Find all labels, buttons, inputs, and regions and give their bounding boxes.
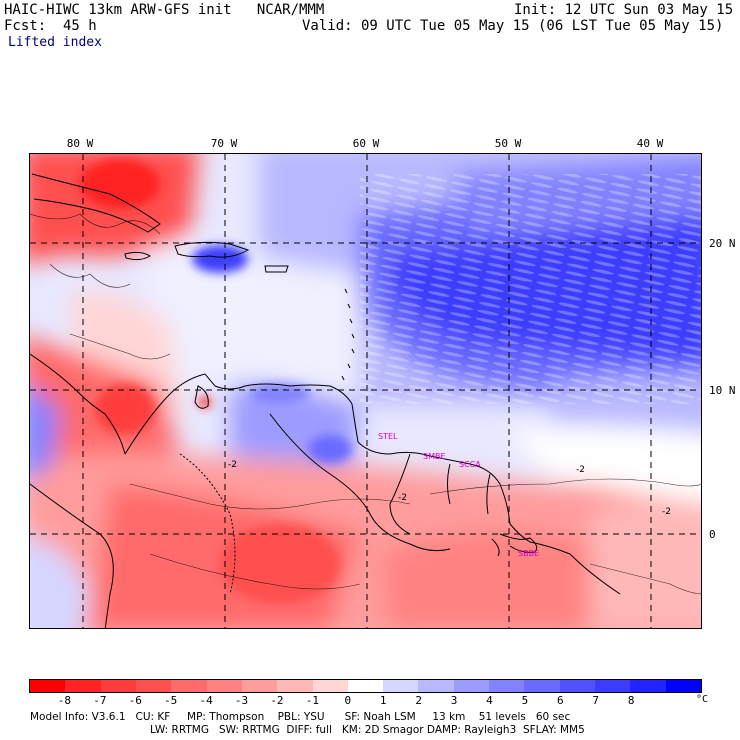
- colorbar-swatch: [524, 680, 560, 692]
- contour-label: -2: [576, 465, 585, 475]
- colorbar-swatch: [418, 680, 454, 692]
- colorbar-swatch: [489, 680, 525, 692]
- colorbar-tick-label: -5: [164, 694, 178, 707]
- colorbar-swatch: [206, 680, 242, 692]
- colorbar-swatch: [277, 680, 313, 692]
- lat-label: 0: [709, 528, 716, 541]
- lon-label: 80 W: [66, 137, 94, 150]
- valid-time: Valid: 09 UTC Tue 05 May 15 (06 LST Tue …: [302, 18, 724, 34]
- colorbar-swatch: [100, 680, 136, 692]
- colorbar-swatch: [453, 680, 490, 692]
- colorbar-tick-label: -3: [234, 694, 249, 707]
- colorbar-tick-label: 1: [379, 694, 387, 707]
- colorbar-tick-label: 2: [415, 694, 422, 707]
- forecast-hour: Fcst: 45 h: [4, 18, 97, 34]
- colorbar-swatch: [30, 680, 66, 692]
- lon-label: 60 W: [352, 137, 380, 150]
- contour-label: -2: [662, 507, 671, 517]
- colorbar-swatch: [171, 680, 207, 692]
- station-label: STEL: [378, 432, 398, 441]
- station-label: SMBE: [423, 452, 446, 461]
- colorbar-tick-label: 7: [592, 694, 600, 707]
- colorbar-tick-label: 4: [486, 694, 493, 707]
- model-title: HAIC-HIWC 13km ARW-GFS init NCAR/MMM: [4, 2, 325, 18]
- colorbar-tick-label: 5: [521, 694, 529, 707]
- colorbar-tick-label: -2: [270, 694, 284, 707]
- station-label: SBBE: [518, 549, 540, 558]
- colorbar-swatch: [347, 680, 384, 692]
- colorbar-tick-label: -7: [93, 694, 107, 707]
- lifted-index-map: -2 -2 -2 -2: [29, 153, 702, 629]
- lon-label: 50 W: [494, 137, 522, 150]
- colorbar-tick-label: 8: [627, 694, 635, 707]
- colorbar-swatch: [312, 680, 348, 692]
- colorbar-swatch: [65, 680, 101, 692]
- colorbar-tick-label: -8: [57, 694, 72, 707]
- lon-label: 40 W: [636, 137, 664, 150]
- colorbar: [29, 679, 702, 693]
- colorbar-swatch: [383, 680, 419, 692]
- colorbar-tick-label: 6: [557, 694, 564, 707]
- colorbar-swatch: [630, 680, 666, 692]
- lat-label: 20 N: [709, 237, 736, 250]
- field-name: Lifted index: [8, 35, 102, 50]
- colorbar-tick-label: 3: [450, 694, 458, 707]
- colorbar-swatch: [665, 680, 701, 692]
- colorbar-tick-label: -4: [199, 694, 213, 707]
- colorbar-swatch: [559, 680, 595, 692]
- station-label: SCCA: [459, 460, 481, 469]
- contour-label: -2: [398, 493, 407, 503]
- colorbar-tick-label: 0: [344, 694, 352, 707]
- colorbar-tick-label: -1: [305, 694, 319, 707]
- model-info-line1: Model Info: V3.6.1 CU: KF MP: Thompson P…: [30, 711, 571, 723]
- model-info-line2: LW: RRTMG SW: RRTMG DIFF: full KM: 2D Sm…: [150, 724, 585, 736]
- colorbar-swatch: [135, 680, 172, 692]
- contour-label: -2: [228, 460, 237, 470]
- init-time: Init: 12 UTC Sun 03 May 15: [514, 2, 734, 18]
- lon-label: 70 W: [210, 137, 238, 150]
- colorbar-unit: °C: [696, 694, 709, 705]
- colorbar-swatch: [241, 680, 278, 692]
- colorbar-swatch: [595, 680, 631, 692]
- map-canvas: -2 -2 -2 -2: [30, 154, 701, 628]
- colorbar-tick-label: -6: [128, 694, 142, 707]
- lat-label: 10 N: [709, 384, 736, 397]
